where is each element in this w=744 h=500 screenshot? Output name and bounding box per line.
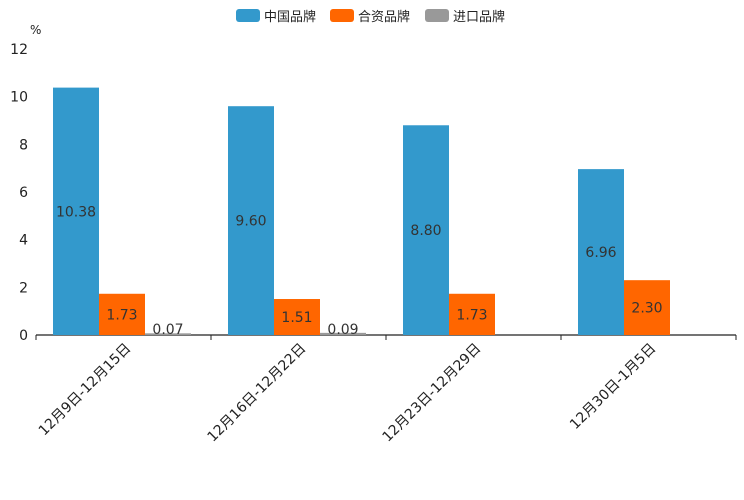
data-label: 1.73 [106,307,137,323]
bar-domestic [403,125,449,336]
bar-imported [320,332,366,335]
bar-domestic [53,87,99,335]
y-axis-unit-label: % [30,23,41,37]
legend-swatch [236,9,260,22]
data-label: 6.96 [585,245,616,261]
legend-label: 合资品牌 [358,9,410,25]
legend-label: 进口品牌 [453,9,505,25]
legend-label: 中国品牌 [264,9,316,25]
x-category-label: 12月16日-12月22日 [204,341,309,446]
y-tick-label: 4 [19,233,28,249]
y-tick-label: 0 [19,328,28,344]
data-label: 2.30 [631,301,662,317]
y-tick-label: 10 [10,90,28,106]
y-tick-label: 2 [19,280,28,296]
data-label: 10.38 [56,204,96,220]
bar-joint-venture [449,293,495,335]
bar-joint-venture [274,299,320,335]
data-label: 9.60 [235,214,266,230]
y-tick-label: 6 [19,185,28,201]
data-label: 1.51 [281,310,312,326]
data-label: 8.80 [410,223,441,239]
y-tick-label: 8 [19,137,28,153]
bar-joint-venture [99,293,145,335]
y-tick-label: 12 [10,42,28,58]
legend-swatch [425,9,449,22]
bar-joint-venture [624,280,670,335]
data-label: 0.09 [327,322,358,338]
bar-imported [145,333,191,335]
bar-domestic [578,169,624,335]
data-label: 0.07 [152,322,183,338]
bar-domestic [228,106,274,335]
x-category-label: 12月30日-1月5日 [567,341,659,433]
data-label: 1.73 [456,307,487,323]
x-category-label: 12月9日-12月15日 [36,341,135,440]
x-category-label: 12月23日-12月29日 [379,341,484,446]
legend-swatch [330,9,354,22]
